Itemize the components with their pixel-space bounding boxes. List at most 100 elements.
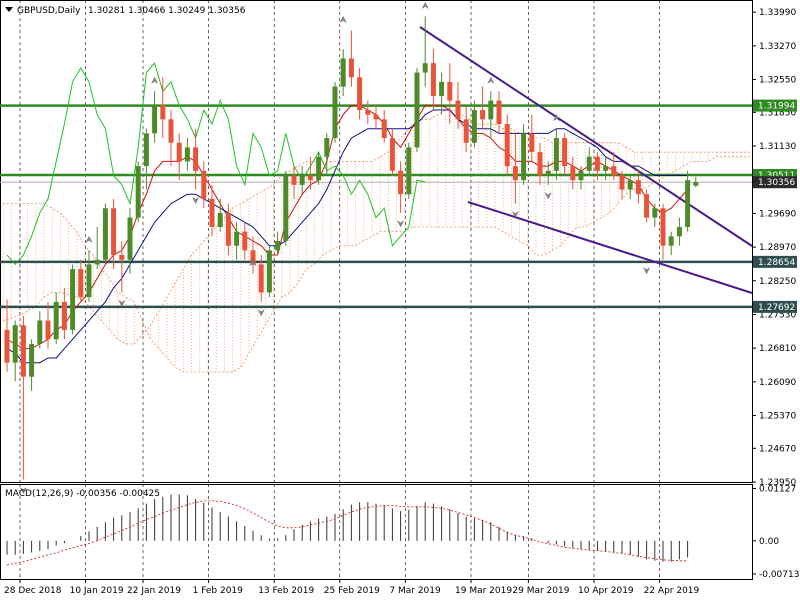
macd-axis: 0.01127 0.00 -0.00713 — [752, 484, 799, 580]
macd-pane-border — [0, 484, 753, 580]
candle-body — [553, 138, 559, 171]
y-tick-label: 1.31130 — [759, 142, 796, 152]
x-tick-label: 10 Apr 2019 — [578, 586, 634, 596]
candle-body — [537, 152, 543, 176]
candle-body — [463, 119, 469, 143]
macd-title: MACD(12,26,9) -0.00356 -0.00425 — [5, 489, 160, 499]
x-tick-label: 22 Jan 2019 — [127, 586, 181, 596]
candle-body — [603, 166, 609, 171]
current-price-label: 1.30356 — [758, 178, 795, 188]
y-tick-label: 1.26810 — [759, 344, 796, 354]
x-tick-label: 13 Feb 2019 — [258, 586, 314, 596]
candle-body — [143, 133, 149, 167]
candle-body — [127, 217, 133, 260]
fractal-down-marker — [511, 210, 519, 219]
time-axis: 28 Dec 2018 10 Jan 2019 22 Jan 2019 1 Feb 2… — [4, 579, 700, 596]
macd-y-tick-label: 0.01127 — [759, 484, 796, 494]
candle-body — [504, 124, 510, 167]
candle-body — [20, 325, 26, 377]
chart-header: GBPUSD,Daily 1.30281 1.30466 1.30249 1.3… — [5, 6, 246, 16]
candle-body — [357, 77, 363, 110]
candle-body — [619, 175, 625, 190]
candle-body — [685, 180, 691, 227]
candle-body — [422, 63, 428, 73]
y-tick-label: 1.29690 — [759, 209, 796, 219]
fractal-up-marker — [487, 76, 495, 84]
fractal-up-marker — [552, 114, 560, 122]
candle-body — [29, 343, 35, 377]
candle-body — [529, 133, 535, 153]
candle-body — [266, 250, 272, 293]
price-level-label: 1.27692 — [758, 303, 795, 313]
candle-body — [201, 170, 207, 199]
candle-body — [12, 325, 18, 363]
candle-body — [414, 72, 420, 148]
candle-body — [258, 264, 264, 293]
candle-body — [4, 329, 10, 363]
candle-body — [398, 170, 404, 195]
price-level-tag — [753, 255, 797, 268]
x-tick-label: 1 Feb 2019 — [193, 586, 244, 596]
candle-body — [242, 231, 248, 251]
fractal-up-marker — [85, 235, 93, 243]
fractal-up-marker — [339, 15, 347, 24]
candle-body — [455, 100, 461, 120]
price-level-tag — [753, 300, 797, 313]
candle-body — [389, 138, 395, 171]
candle-body — [307, 175, 313, 181]
candle-body — [406, 147, 412, 195]
candle-body — [676, 226, 682, 237]
y-tick-label: 1.26090 — [759, 378, 796, 388]
price-level-tag — [753, 99, 797, 112]
candle-body — [488, 100, 494, 120]
candle-body — [37, 320, 43, 344]
main-pane-border — [0, 0, 753, 483]
candle-body — [94, 259, 100, 265]
x-tick-label: 25 Feb 2019 — [324, 586, 380, 596]
x-tick-label: 29 Mar 2019 — [512, 586, 569, 596]
candle-body — [439, 81, 445, 96]
candle-body — [365, 109, 371, 115]
upper-trendline — [419, 26, 753, 247]
y-tick-label: 1.33270 — [759, 42, 796, 52]
fractal-down-marker — [257, 309, 265, 317]
x-tick-label: 7 Mar 2019 — [389, 586, 441, 596]
candle-body — [635, 180, 641, 195]
fractal-down-marker — [643, 267, 651, 275]
fractal-up-marker — [151, 76, 159, 84]
y-tick-label: 1.28250 — [759, 277, 796, 287]
fractal-up-marker — [421, 1, 429, 9]
y-tick-label: 1.31850 — [759, 108, 796, 118]
macd-y-tick-label: 0.00 — [759, 537, 779, 547]
candle-body — [316, 156, 322, 181]
candle-body — [611, 166, 617, 176]
candle-body — [86, 264, 92, 298]
candle-body — [471, 109, 477, 143]
fractal-down-marker — [397, 220, 405, 228]
y-tick-label: 1.33990 — [759, 8, 796, 18]
y-tick-label: 1.23950 — [759, 478, 796, 488]
candle-body — [578, 170, 584, 181]
candle-body — [217, 212, 223, 227]
fractal-down-marker — [19, 487, 27, 495]
candle-body — [275, 241, 281, 251]
candle-body — [480, 109, 486, 120]
fractal-down-marker — [192, 196, 200, 204]
candle-body — [512, 166, 518, 181]
candle-body — [225, 212, 231, 246]
collapse-triangle-icon[interactable] — [5, 7, 13, 12]
candle-body — [545, 170, 551, 176]
senkou-span-b — [2, 156, 750, 373]
candle-body — [111, 208, 117, 256]
candle-body — [381, 119, 387, 139]
symbol-label: GBPUSD,Daily — [17, 6, 81, 16]
candle-body — [447, 81, 453, 101]
candle-body — [660, 208, 666, 246]
macd-pane — [6, 494, 689, 566]
y-tick-label: 1.32550 — [759, 76, 796, 86]
kijun-sen-line — [6, 109, 688, 364]
